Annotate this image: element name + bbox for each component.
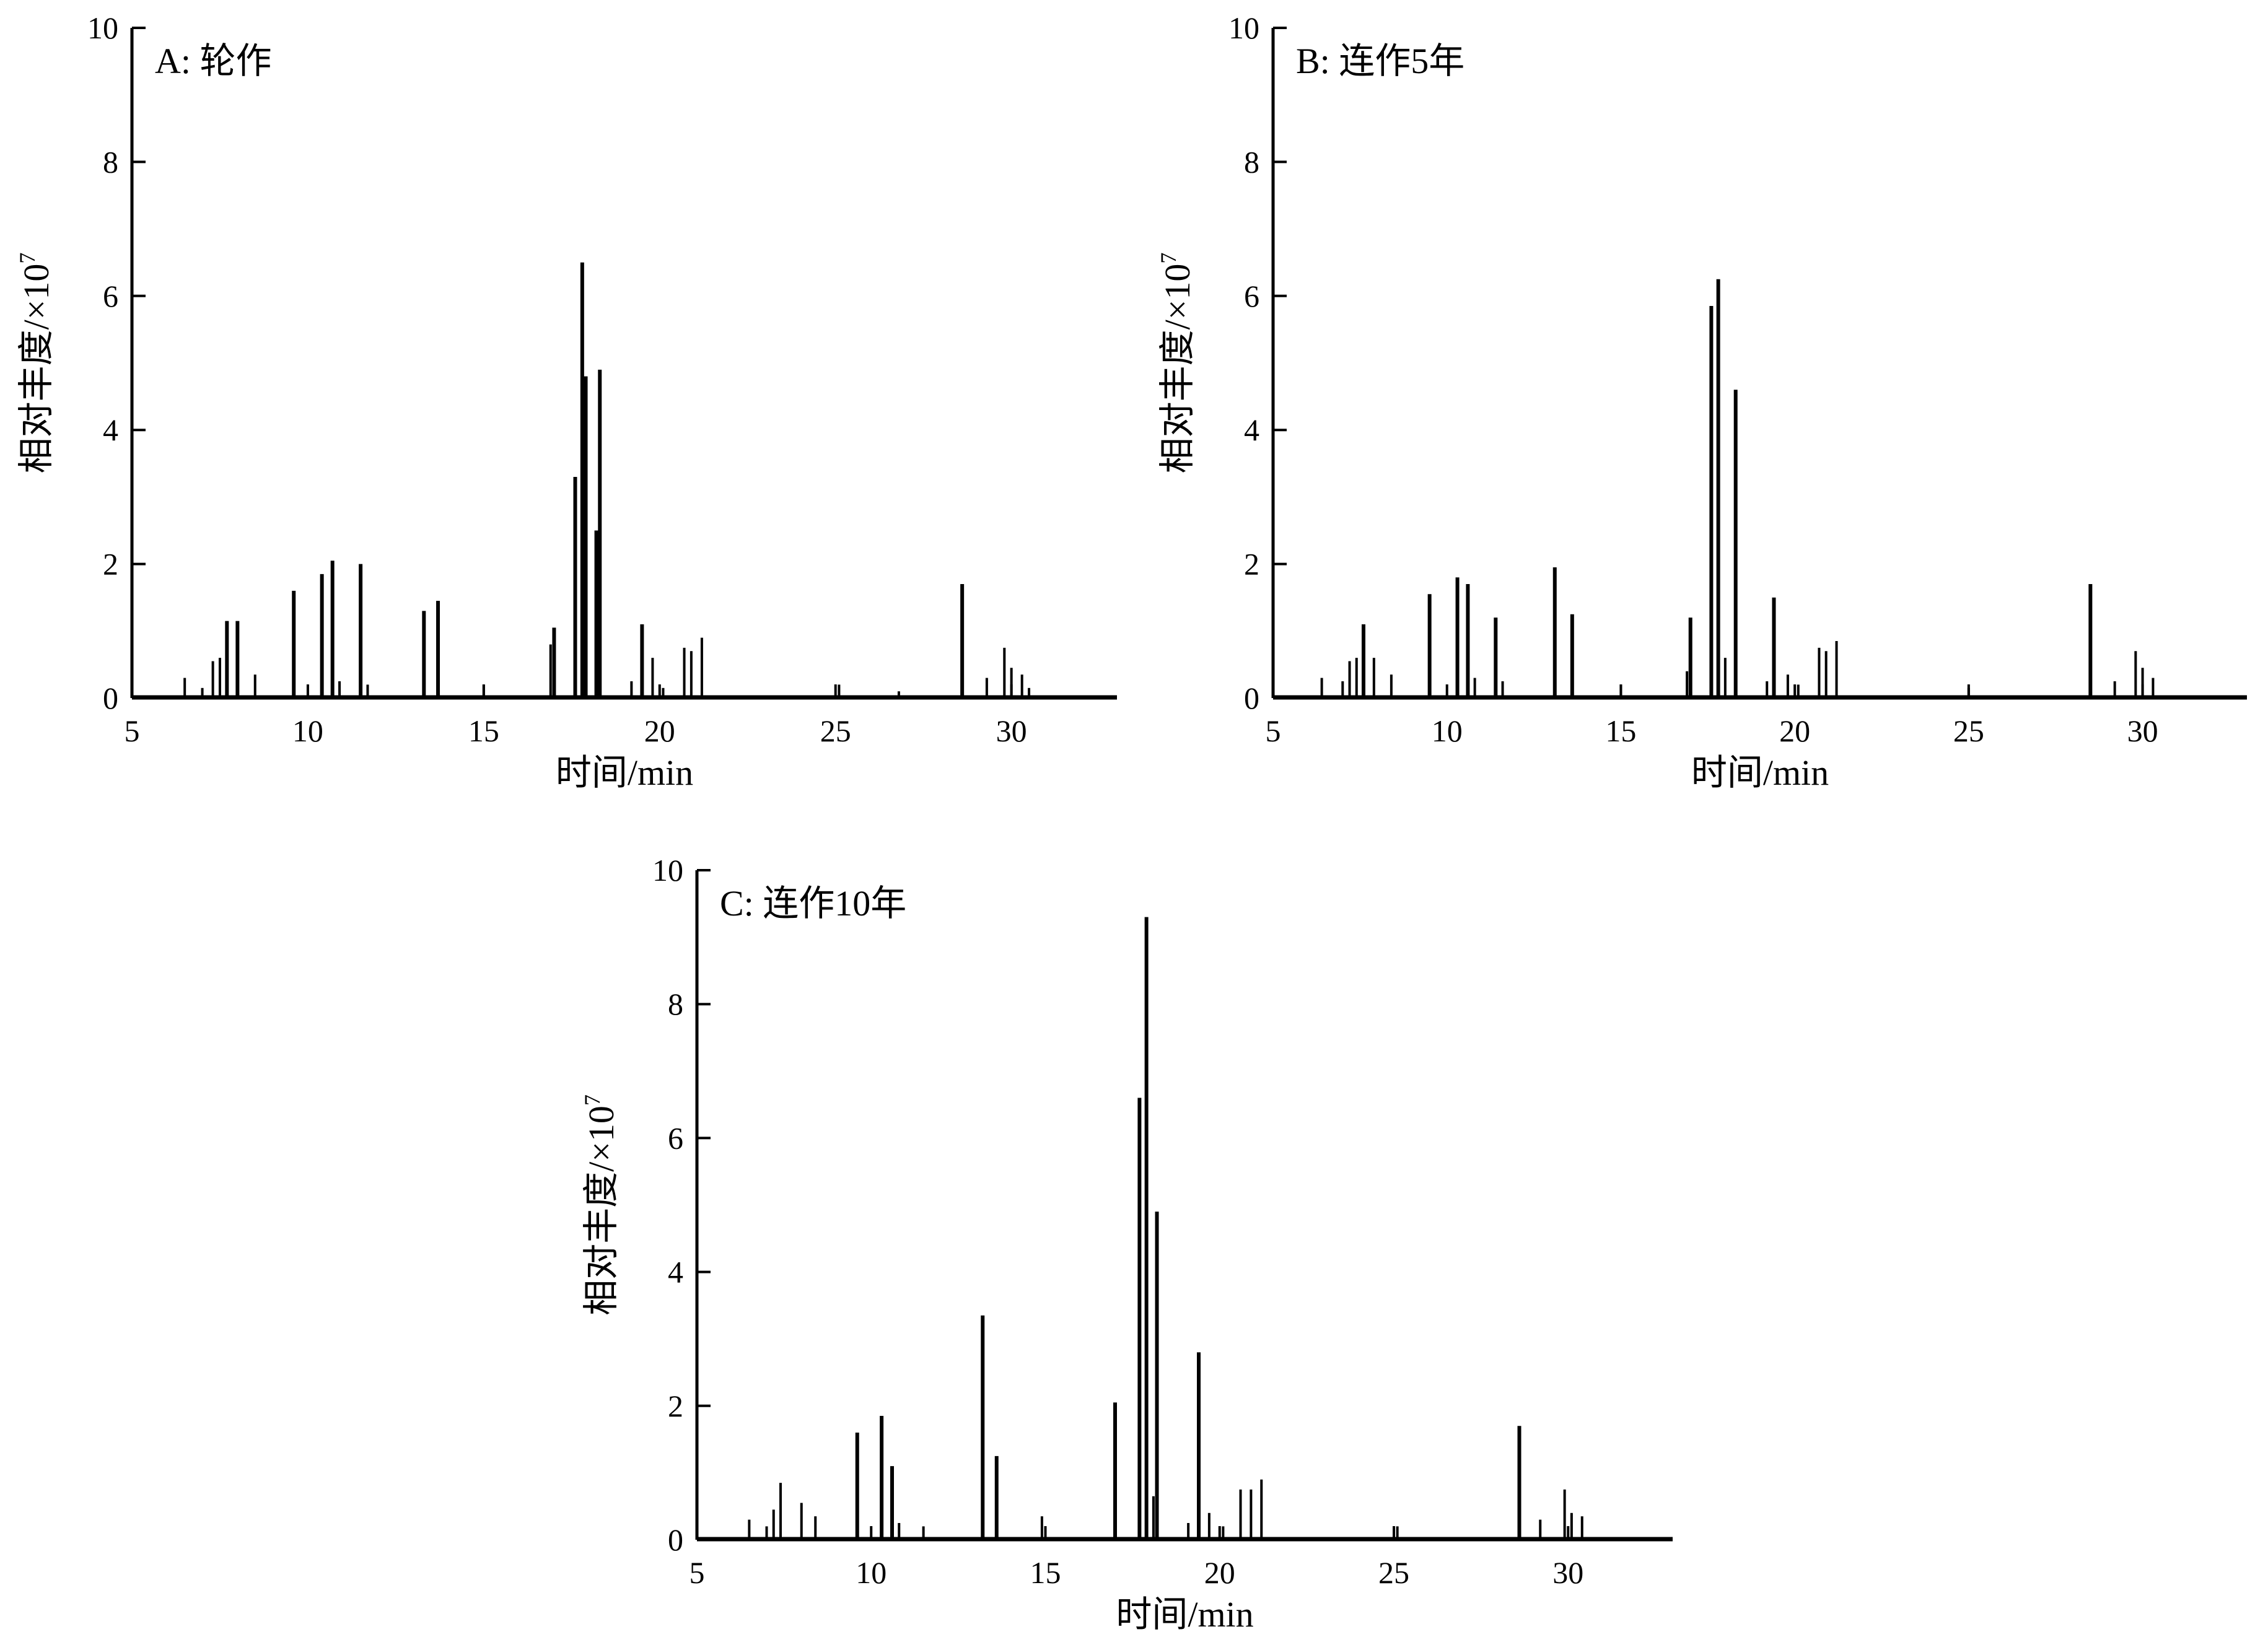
y-tick-label-a-2: 4	[103, 412, 118, 447]
y-tick-label-c-1: 2	[668, 1389, 683, 1423]
chart-panel-b: 0 2 4 6 8 10 5 10 15 20 25 30 时间/min 相对丰度/×107 B: 连作5年	[1156, 11, 2247, 793]
y-tick-label-a-0: 0	[103, 681, 118, 715]
x-tick-label-b-0: 5	[1266, 714, 1281, 748]
y-tick-label-c-0: 0	[668, 1522, 683, 1557]
chart-panel-a: 0 2 4 6 8 10 5 10 15 20 25 30 时间/min 相对丰度/×107 A: 轮作	[15, 11, 1117, 793]
y-tick-label-b-2: 4	[1244, 412, 1259, 447]
x-tick-label-c-1: 10	[856, 1555, 887, 1590]
x-tick-label-c-2: 15	[1030, 1555, 1061, 1590]
y-tick-label-b-4: 8	[1244, 144, 1259, 179]
panel-label-b: B: 连作5年	[1296, 41, 1465, 81]
y-axis-title-sup-a: 7	[15, 253, 40, 264]
x-tick-label-c-3: 20	[1204, 1555, 1235, 1590]
y-tick-label-c-2: 4	[668, 1255, 683, 1290]
y-tick-label-b-0: 0	[1244, 681, 1259, 715]
x-axis-title-a: 时间/min	[556, 753, 693, 793]
y-axis-title-main-c: 相对丰度/×10	[581, 1106, 621, 1316]
panel-label-c: C: 连作10年	[720, 883, 906, 923]
y-axis-title-sup-c: 7	[580, 1094, 605, 1106]
x-tick-label-b-4: 25	[1953, 714, 1984, 748]
panel-label-a: A: 轮作	[155, 41, 272, 81]
x-tick-label-a-4: 25	[820, 714, 851, 748]
y-tick-label-a-3: 6	[103, 279, 118, 313]
y-axis-title-main-a: 相对丰度/×10	[16, 264, 56, 474]
y-tick-label-a-1: 2	[103, 547, 118, 582]
x-tick-label-c-5: 30	[1552, 1555, 1583, 1590]
y-tick-label-c-5: 10	[652, 853, 683, 888]
x-tick-label-b-1: 10	[1432, 714, 1463, 748]
x-tick-label-b-3: 20	[1779, 714, 1810, 748]
y-tick-label-c-4: 8	[668, 987, 683, 1021]
y-tick-label-b-1: 2	[1244, 547, 1259, 582]
x-tick-label-b-5: 30	[2127, 714, 2158, 748]
x-tick-label-a-3: 20	[644, 714, 675, 748]
y-tick-label-b-3: 6	[1244, 279, 1259, 313]
chart-panel-c: 0 2 4 6 8 10 5 10 15 20 25 30 时间/min 相对丰度/×107 C: 连作10…	[580, 853, 1673, 1635]
x-tick-label-a-5: 30	[996, 714, 1027, 748]
y-axis-title-c: 相对丰度/×107	[580, 1094, 621, 1316]
y-tick-label-b-5: 10	[1228, 11, 1259, 45]
y-tick-label-a-4: 8	[103, 144, 118, 179]
x-axis-title-b: 时间/min	[1691, 753, 1829, 793]
y-axis-title-b: 相对丰度/×107	[1156, 253, 1197, 474]
y-axis-title-main-b: 相对丰度/×10	[1157, 264, 1197, 474]
y-axis-title-sup-b: 7	[1156, 253, 1181, 264]
y-tick-label-c-3: 6	[668, 1120, 683, 1155]
y-tick-label-a-5: 10	[87, 11, 118, 45]
x-axis-title-c: 时间/min	[1116, 1594, 1253, 1635]
x-tick-label-a-2: 15	[468, 714, 499, 748]
x-tick-label-a-1: 10	[292, 714, 323, 748]
x-tick-label-c-4: 25	[1378, 1555, 1409, 1590]
x-tick-label-c-0: 5	[690, 1555, 705, 1590]
x-tick-label-a-0: 5	[125, 714, 140, 748]
x-tick-label-b-2: 15	[1605, 714, 1636, 748]
y-axis-title-a: 相对丰度/×107	[15, 253, 56, 474]
